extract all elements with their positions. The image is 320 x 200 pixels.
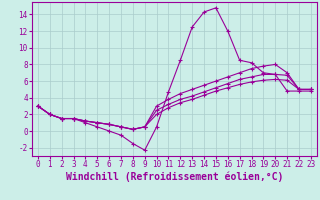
X-axis label: Windchill (Refroidissement éolien,°C): Windchill (Refroidissement éolien,°C) bbox=[66, 172, 283, 182]
